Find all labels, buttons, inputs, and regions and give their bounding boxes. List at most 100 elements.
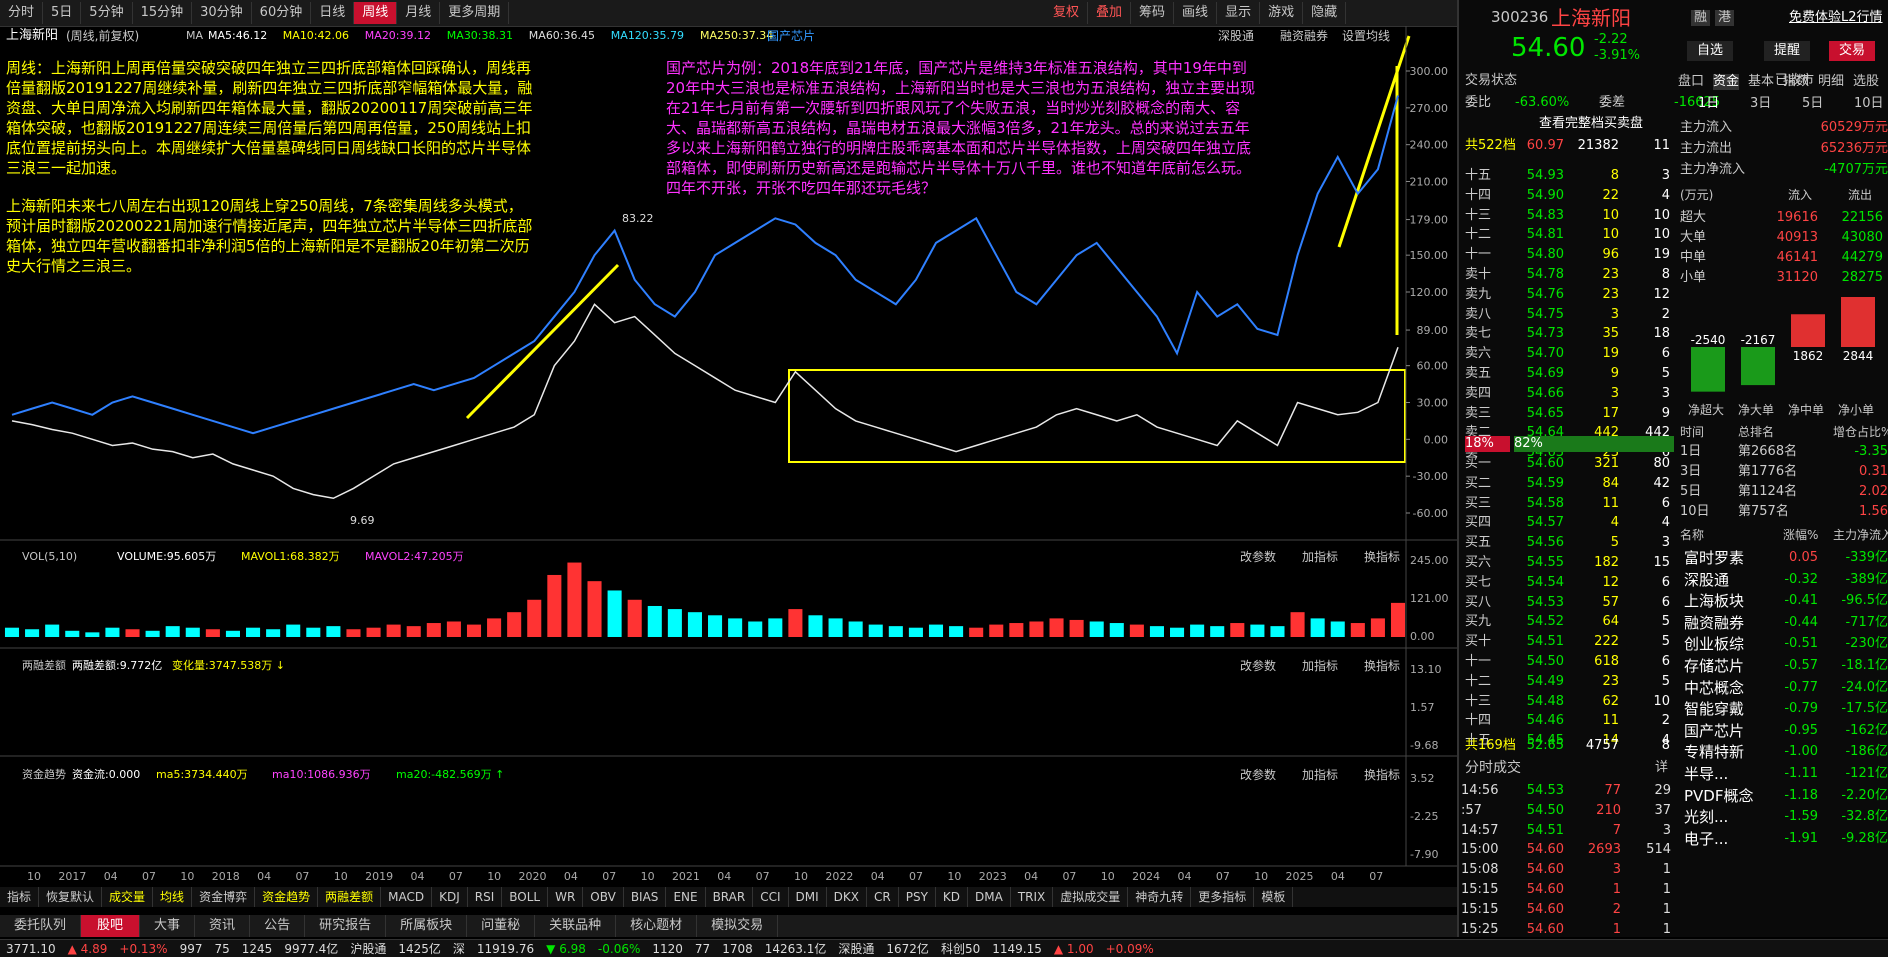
cell: 23 (1602, 673, 1619, 689)
bottom-tab[interactable]: 大事 (140, 915, 196, 937)
period-tab[interactable]: 更多周期 (440, 2, 510, 24)
panel-button[interactable]: 改参数 (1240, 659, 1277, 673)
indicator-tab[interactable]: TRIX (1011, 887, 1054, 907)
indicator-tab[interactable]: WR (548, 887, 584, 907)
bottom-tab[interactable]: 委托队列 (0, 915, 82, 937)
tool-button[interactable]: 筹码 (1131, 2, 1175, 24)
bottom-tab[interactable]: 问董秘 (467, 915, 536, 937)
indicator-tab[interactable]: RSI (468, 887, 503, 907)
cell: 6 (1661, 346, 1670, 362)
indicator-tab[interactable]: CCI (753, 887, 789, 907)
period[interactable]: 3日 (1750, 96, 1772, 111)
period-tab[interactable]: 周线 (354, 2, 398, 24)
indicator-tab[interactable]: ENE (666, 887, 706, 907)
tool-button[interactable]: 复权 (1045, 2, 1089, 24)
button[interactable]: 提醒 (1764, 41, 1811, 61)
chart-link[interactable]: 设置均线 (1342, 29, 1391, 43)
l2-link[interactable]: 免费体验L2行情 (1789, 10, 1883, 25)
fund-tab[interactable]: 指数 (1783, 74, 1810, 89)
indicator-tab[interactable]: KD (936, 887, 969, 907)
period-tab[interactable]: 日线 (311, 2, 355, 24)
ma-value: MA120:35.79 (610, 29, 685, 42)
indicator-tab[interactable]: BOLL (502, 887, 549, 907)
indicator-tab[interactable]: 指标 (0, 887, 40, 907)
button[interactable]: 自选 (1687, 41, 1734, 61)
period[interactable]: 5日 (1802, 96, 1824, 111)
panel-button[interactable]: 改参数 (1240, 550, 1277, 564)
cell: 9 (1661, 405, 1670, 421)
bottom-tab[interactable]: 模拟交易 (697, 915, 779, 937)
indicator-tab[interactable]: BIAS (624, 887, 667, 907)
cell: -186亿 (1845, 744, 1888, 760)
indicator-tab[interactable]: 两融差额 (318, 887, 382, 907)
fund-tab[interactable]: 盘口 (1678, 74, 1705, 89)
indicator-tab[interactable]: PSY (899, 887, 936, 907)
x-tick-label: 04 (717, 870, 731, 883)
cell: 5 (1661, 614, 1670, 630)
bottom-tab[interactable]: 股吧 (81, 915, 141, 937)
fund-tab[interactable]: 明细 (1818, 74, 1845, 89)
tool-button[interactable]: 隐藏 (1303, 2, 1347, 24)
indicator-tab[interactable]: 更多指标 (1191, 887, 1255, 907)
panel-button[interactable]: 改参数 (1240, 768, 1277, 782)
tool-button[interactable]: 画线 (1174, 2, 1218, 24)
indicator-tab[interactable]: 模板 (1254, 887, 1294, 907)
indicator-tab[interactable]: 均线 (153, 887, 193, 907)
panel-axis-label: 0.00 (1410, 630, 1435, 643)
period-tab[interactable]: 5分钟 (81, 2, 133, 24)
indicator-tab[interactable]: KDJ (432, 887, 468, 907)
indicator-tab[interactable]: 成交量 (102, 887, 154, 907)
indicator-tab[interactable]: OBV (583, 887, 624, 907)
bottom-tab[interactable]: 资讯 (195, 915, 251, 937)
bottom-tab[interactable]: 公告 (250, 915, 306, 937)
period-tab[interactable]: 60分钟 (252, 2, 312, 24)
cell: 2.02 (1859, 484, 1888, 499)
period[interactable]: 10日 (1854, 96, 1884, 111)
indicator-tab[interactable]: 虚拟成交量 (1053, 887, 1129, 907)
button[interactable]: 交易 (1829, 41, 1876, 61)
indicator-tab[interactable]: CR (867, 887, 899, 907)
indicator-tab[interactable]: DMI (789, 887, 827, 907)
indicator-tab[interactable]: DKX (827, 887, 867, 907)
panel-button[interactable]: 换指标 (1364, 768, 1401, 782)
bottom-tab[interactable]: 关联品种 (535, 915, 617, 937)
indicator-tab[interactable]: 资金趋势 (255, 887, 319, 907)
chart-link[interactable]: 深股通 (1218, 29, 1255, 43)
volume-bar (748, 621, 763, 637)
indicator-tab[interactable]: 恢复默认 (39, 887, 103, 907)
period-tab[interactable]: 分时 (0, 2, 44, 24)
tool-button[interactable]: 游戏 (1260, 2, 1304, 24)
period-tab[interactable]: 30分钟 (192, 2, 252, 24)
cell: -9.28亿 (1841, 830, 1888, 846)
cell: 54.54 (1526, 574, 1564, 590)
indicator-tab[interactable]: 神奇九转 (1128, 887, 1192, 907)
indicator-tab[interactable]: MACD (381, 887, 433, 907)
panel-button[interactable]: 加指标 (1302, 659, 1339, 673)
period[interactable]: 1日 (1698, 96, 1720, 111)
panel-button[interactable]: 加指标 (1302, 768, 1339, 782)
tool-button[interactable]: 显示 (1217, 2, 1261, 24)
status-item: +0.13% (119, 942, 168, 956)
fund-tab[interactable]: 资金 (1713, 74, 1740, 90)
chart-link[interactable]: 融资融券 (1280, 29, 1329, 43)
cell: 11 (1602, 495, 1619, 511)
panel-button[interactable]: 加指标 (1302, 550, 1339, 564)
tool-button[interactable]: 叠加 (1088, 2, 1132, 24)
bottom-tab[interactable]: 所属板块 (386, 915, 468, 937)
bottom-tab[interactable]: 核心题材 (616, 915, 698, 937)
period-tab[interactable]: 15分钟 (133, 2, 193, 24)
ticks-more[interactable]: 详 (1655, 760, 1669, 775)
panel-button[interactable]: 换指标 (1364, 659, 1401, 673)
full-book[interactable]: 查看完整档买卖盘 (1539, 116, 1644, 131)
panel-button[interactable]: 换指标 (1364, 550, 1401, 564)
indicator-tab[interactable]: 资金博弈 (192, 887, 256, 907)
bottom-tab[interactable]: 研究报告 (305, 915, 387, 937)
fund-tab[interactable]: 基本 (1748, 74, 1775, 89)
fund-tab[interactable]: 选股 (1853, 74, 1880, 89)
indicator-tab[interactable]: DMA (968, 887, 1011, 907)
period-tab[interactable]: 5日 (43, 2, 82, 24)
indicator-tab[interactable]: BRAR (706, 887, 754, 907)
x-tick-label: 2021 (672, 870, 700, 883)
volume-bar (567, 562, 582, 637)
period-tab[interactable]: 月线 (397, 2, 441, 24)
